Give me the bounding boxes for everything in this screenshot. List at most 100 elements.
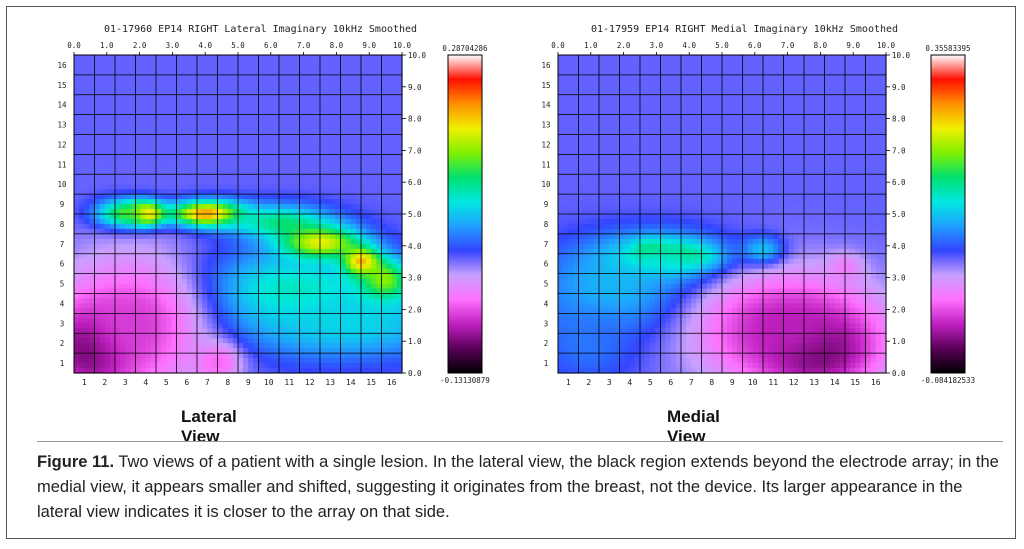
heat-cell bbox=[232, 174, 239, 180]
heat-cell bbox=[125, 99, 131, 106]
heat-cell bbox=[289, 94, 295, 101]
heat-cell bbox=[391, 134, 398, 141]
heat-cell bbox=[558, 318, 564, 324]
heat-cell bbox=[171, 243, 178, 250]
heat-cell bbox=[345, 243, 352, 250]
heat-cell bbox=[350, 199, 357, 205]
heat-cell bbox=[273, 74, 280, 81]
heat-cell bbox=[227, 199, 234, 205]
heat-cell bbox=[212, 253, 219, 260]
heat-cell bbox=[340, 164, 347, 170]
heat-cell bbox=[376, 59, 383, 66]
heat-cell bbox=[330, 363, 336, 369]
heat-cell bbox=[350, 338, 357, 344]
heat-cell bbox=[161, 323, 167, 329]
heat-cell bbox=[588, 204, 595, 210]
heat-cell bbox=[248, 94, 254, 101]
heat-cell bbox=[109, 199, 116, 205]
heat-cell bbox=[150, 164, 157, 170]
heat-cell bbox=[222, 124, 229, 131]
heat-cell bbox=[314, 218, 321, 225]
heat-cell bbox=[130, 233, 137, 240]
heat-cell bbox=[74, 169, 80, 175]
heat-cell bbox=[222, 268, 229, 275]
heat-cell bbox=[191, 293, 198, 300]
heat-cell bbox=[355, 348, 362, 354]
heat-cell bbox=[325, 114, 331, 121]
heat-cell bbox=[340, 288, 347, 295]
heat-cell bbox=[350, 353, 357, 359]
heat-cell bbox=[202, 154, 208, 160]
heat-cell bbox=[145, 169, 152, 175]
heat-cell bbox=[578, 218, 585, 225]
heat-cell bbox=[355, 328, 362, 334]
heat-cell bbox=[222, 169, 229, 175]
heat-cell bbox=[573, 253, 580, 260]
heat-cell bbox=[330, 184, 336, 190]
heat-cell bbox=[330, 179, 336, 185]
heat-cell bbox=[109, 333, 116, 339]
heat-cell bbox=[197, 209, 203, 215]
heat-cell bbox=[284, 214, 290, 220]
heat-cell bbox=[355, 358, 362, 364]
heat-cell bbox=[593, 209, 600, 215]
heat-cell bbox=[248, 233, 254, 240]
heat-cell bbox=[314, 179, 321, 185]
heat-cell bbox=[583, 194, 590, 200]
heat-cell bbox=[140, 298, 147, 305]
heat-cell bbox=[396, 228, 403, 235]
heat-cell bbox=[125, 303, 131, 310]
heat-cell bbox=[202, 218, 208, 225]
heat-cell bbox=[335, 268, 342, 275]
heat-cell bbox=[304, 323, 311, 329]
heat-cell bbox=[109, 298, 116, 305]
heat-cell bbox=[273, 55, 280, 61]
heat-cell bbox=[335, 159, 342, 165]
heat-cell bbox=[335, 238, 342, 245]
heat-cell bbox=[109, 149, 116, 155]
heat-cell bbox=[79, 204, 85, 210]
heat-cell bbox=[263, 164, 270, 170]
heat-cell bbox=[202, 69, 208, 76]
x-tick-label: 2 bbox=[102, 378, 107, 387]
heat-cell bbox=[573, 99, 580, 106]
heat-cell bbox=[109, 154, 116, 160]
heat-cell bbox=[150, 144, 157, 151]
heat-cell bbox=[166, 74, 172, 81]
heat-cell bbox=[207, 154, 213, 160]
heat-cell bbox=[386, 214, 393, 220]
heat-cell bbox=[573, 204, 580, 210]
heat-cell bbox=[345, 144, 352, 151]
heat-cell bbox=[361, 243, 367, 250]
heat-cell bbox=[130, 159, 137, 165]
heat-cell bbox=[120, 149, 126, 155]
heat-cell bbox=[222, 303, 229, 310]
heat-cell bbox=[568, 333, 574, 339]
heat-cell bbox=[84, 353, 90, 359]
heat-cell bbox=[125, 109, 131, 116]
heat-cell bbox=[171, 55, 178, 61]
heat-cell bbox=[273, 109, 280, 116]
heat-cell bbox=[350, 154, 357, 160]
heat-cell bbox=[371, 164, 377, 170]
heat-cell bbox=[289, 328, 295, 334]
heat-cell bbox=[104, 243, 111, 250]
heat-cell bbox=[156, 169, 162, 175]
heat-cell bbox=[350, 139, 357, 146]
heat-cell bbox=[202, 333, 208, 339]
heat-cell bbox=[181, 278, 188, 285]
heat-cell bbox=[104, 159, 111, 165]
heat-cell bbox=[558, 263, 564, 270]
heat-cell bbox=[74, 164, 80, 170]
heat-cell bbox=[289, 149, 295, 155]
heat-cell bbox=[614, 358, 621, 364]
heat-cell bbox=[243, 209, 249, 215]
heat-cell bbox=[253, 313, 260, 319]
heat-cell bbox=[340, 69, 347, 76]
heat-cell bbox=[284, 94, 290, 101]
heat-cell bbox=[396, 288, 403, 295]
heat-cell bbox=[325, 89, 331, 96]
heat-cell bbox=[325, 228, 331, 235]
heat-cell bbox=[202, 79, 208, 86]
heat-cell bbox=[366, 263, 372, 270]
